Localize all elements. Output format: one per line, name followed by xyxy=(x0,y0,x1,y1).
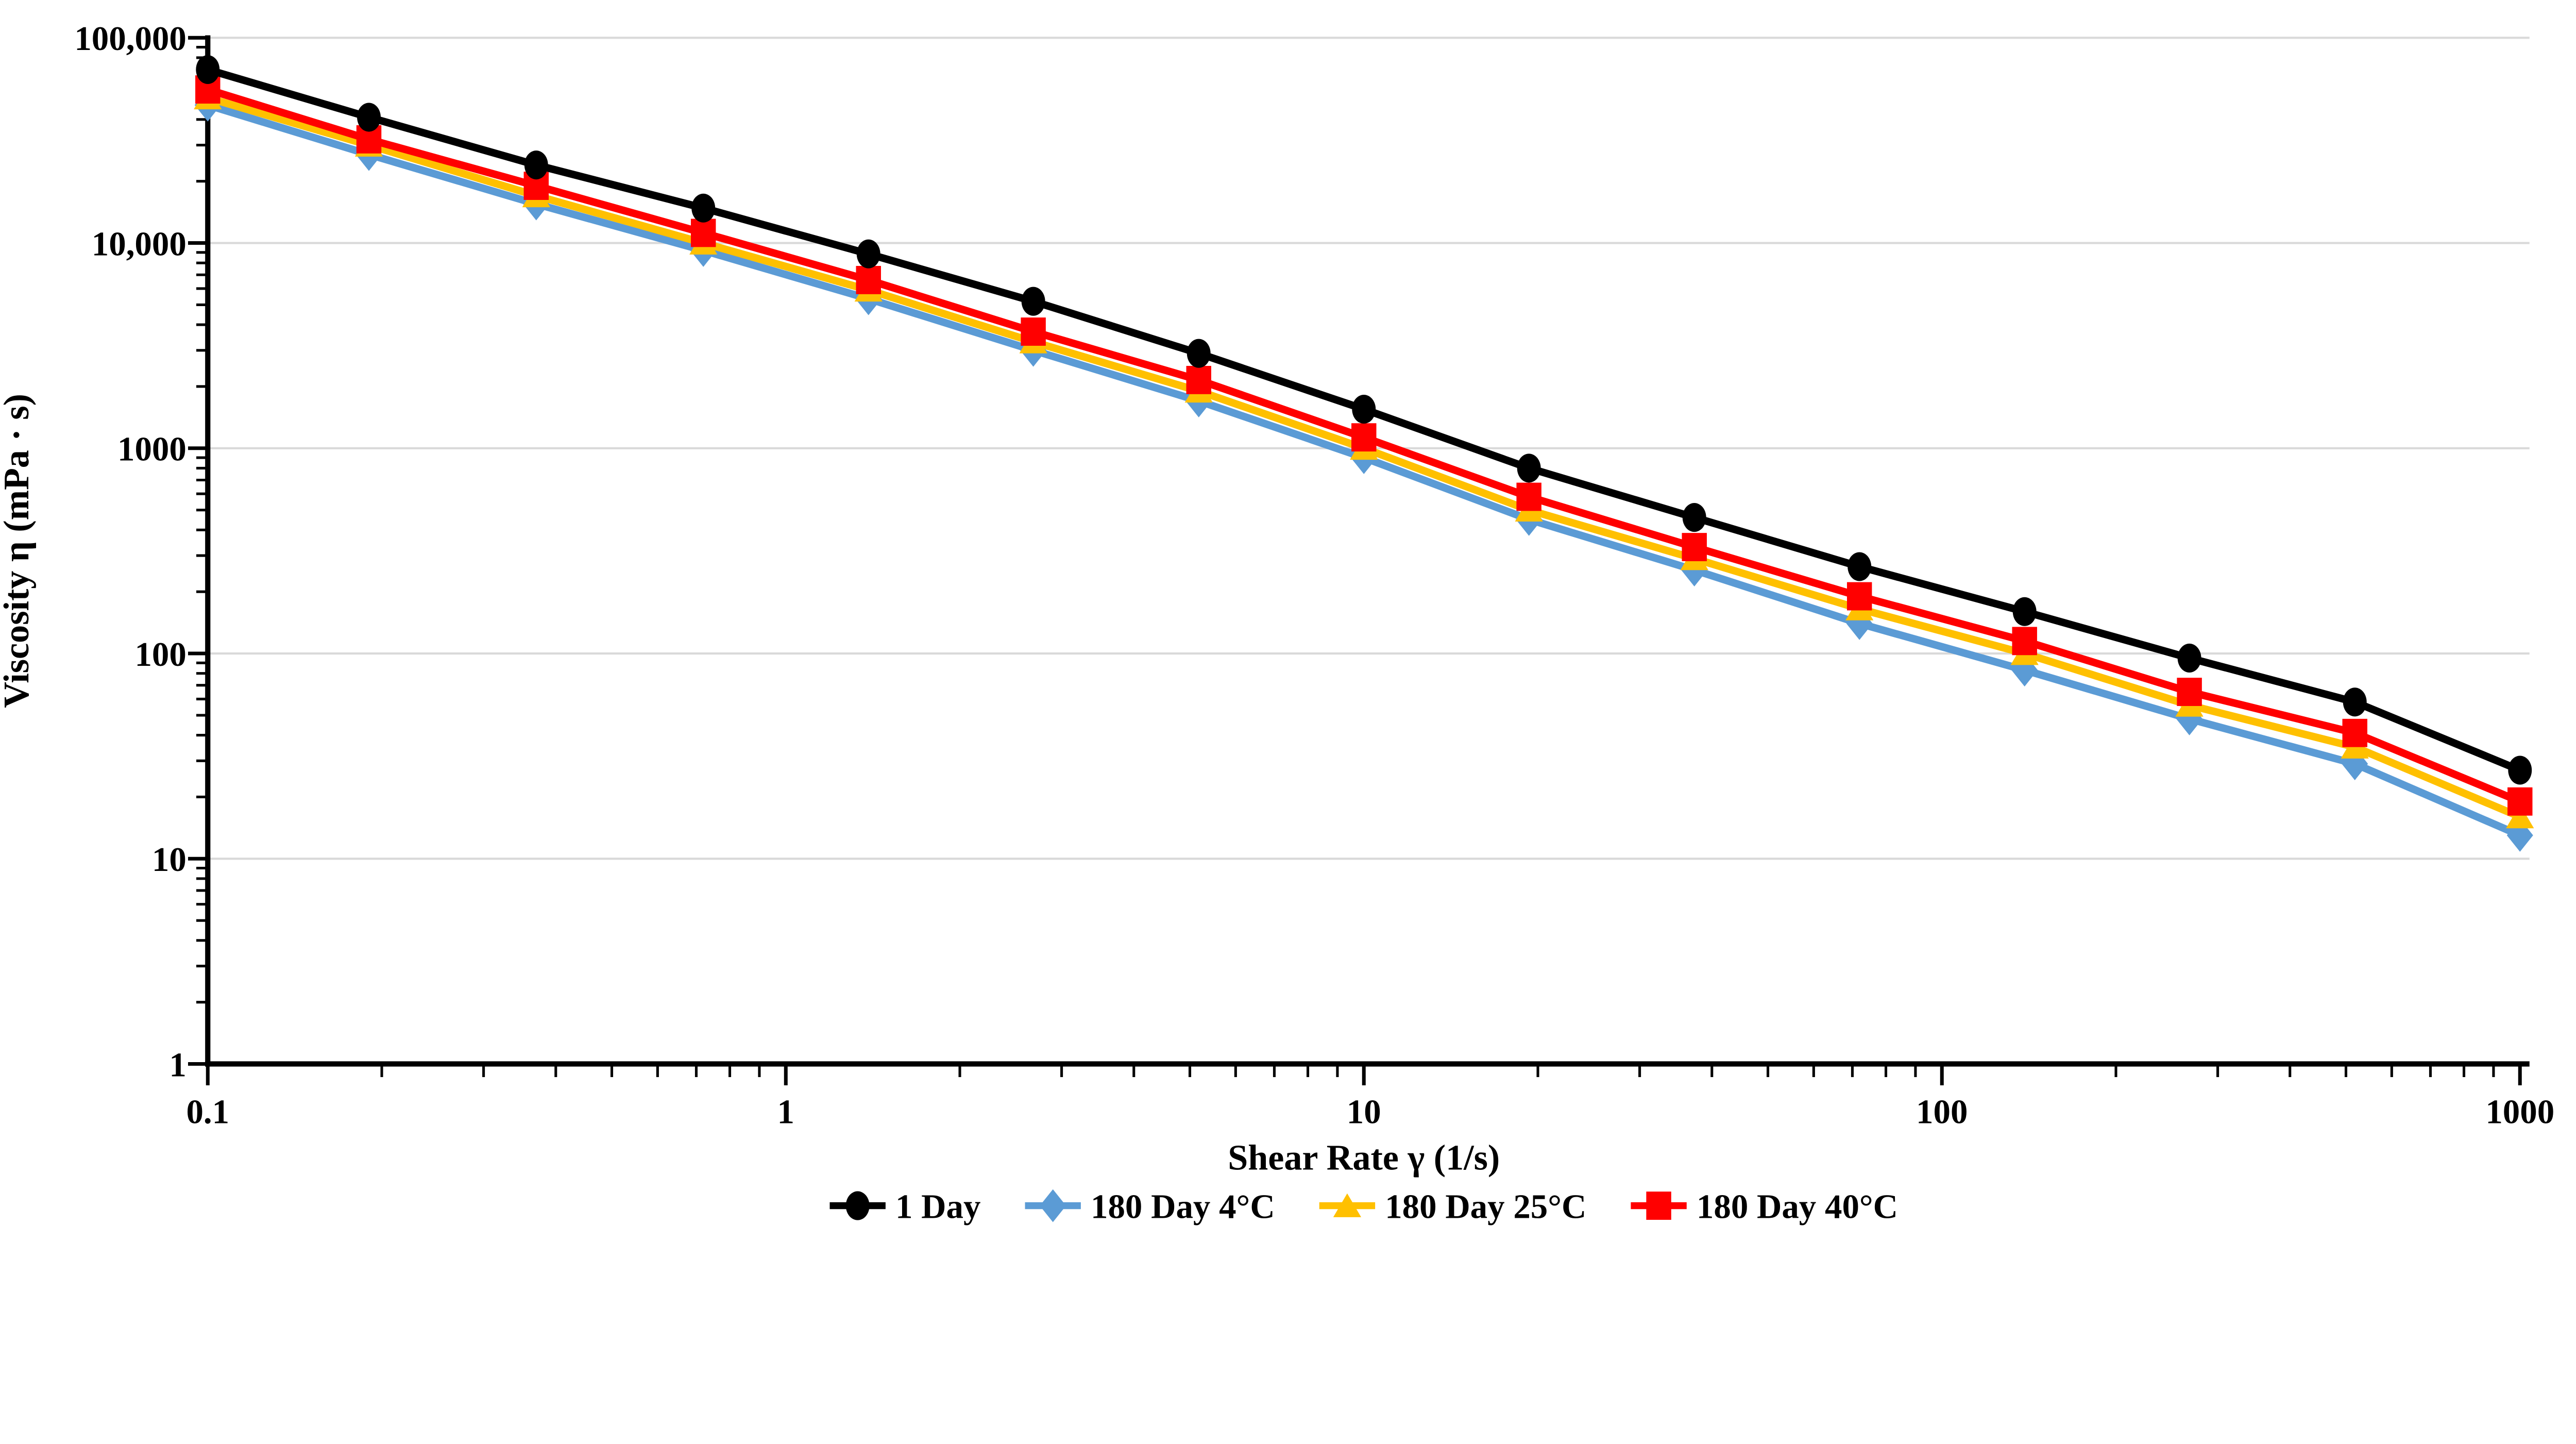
legend-label: 1 Day xyxy=(895,1188,980,1226)
y-tick-label: 10 xyxy=(152,841,187,879)
data-point-marker xyxy=(690,219,716,247)
data-point-marker xyxy=(2507,787,2533,816)
x-tick-label: 1 xyxy=(777,1093,794,1131)
data-point-marker xyxy=(1187,339,1211,368)
legend-item-1-day: 1 Day xyxy=(829,1188,980,1226)
axes-group xyxy=(188,35,2530,1085)
data-point-marker xyxy=(1846,582,1872,611)
x-tick-label: 0.1 xyxy=(186,1093,229,1131)
data-point-marker xyxy=(1516,482,1541,511)
data-point-marker xyxy=(1682,503,1706,532)
x-axis-title: Shear Rate γ (1/s) xyxy=(1228,1138,1500,1178)
data-point-marker xyxy=(524,150,548,180)
data-point-marker xyxy=(1186,365,1211,394)
y-tick-label: 1000 xyxy=(117,430,187,468)
y-tick-label: 100 xyxy=(134,635,186,674)
y-tick-label: 10,000 xyxy=(92,225,187,263)
legend-marker-1-day xyxy=(845,1191,870,1220)
data-point-marker xyxy=(1517,454,1541,483)
x-tick-label: 100 xyxy=(1916,1093,1968,1131)
chart-page: 100,000 10,000 1000 100 10 1 0.1 1 10 100 1000 Shea… xyxy=(0,20,2555,1226)
legend-marker-180-day-40c xyxy=(1646,1191,1671,1220)
legend-item-180-day-25c: 180 Day 25°C xyxy=(1319,1188,1586,1226)
viscosity-vs-shear-rate-chart: 100,000 10,000 1000 100 10 1 0.1 1 10 100 1000 Shea… xyxy=(0,20,2554,1226)
series-1-day xyxy=(196,55,2532,785)
legend-label: 180 Day 25°C xyxy=(1385,1188,1586,1226)
legend-marker-180-day-25c xyxy=(1333,1193,1362,1217)
data-point-marker xyxy=(1351,423,1377,452)
legend-marker-180-day-4c xyxy=(1040,1189,1066,1222)
series-group xyxy=(194,55,2534,852)
data-point-marker xyxy=(2177,643,2201,673)
data-point-marker xyxy=(196,55,220,85)
data-point-marker xyxy=(2342,718,2367,747)
data-point-marker xyxy=(2343,687,2367,717)
series-180-day-40c xyxy=(195,75,2533,816)
legend-item-180-day-40c: 180 Day 40°C xyxy=(1631,1188,1898,1226)
legend-item-180-day-4c: 180 Day 4°C xyxy=(1025,1188,1275,1226)
data-point-marker xyxy=(2508,755,2532,785)
y-tick-label: 1 xyxy=(169,1046,186,1084)
data-point-marker xyxy=(691,193,716,223)
data-point-marker xyxy=(856,239,880,268)
x-tick-label: 1000 xyxy=(2485,1093,2554,1131)
data-point-marker xyxy=(1021,317,1046,346)
data-point-marker xyxy=(1021,287,1045,316)
y-axis-title: Viscosity η (mPa · s) xyxy=(0,394,37,708)
legend: 1 Day 180 Day 4°C 180 Day 25°C 180 Day 40°C xyxy=(829,1188,1898,1226)
data-point-marker xyxy=(1682,533,1707,561)
y-tick-label: 100,000 xyxy=(74,20,187,58)
data-point-marker xyxy=(357,103,381,132)
data-point-marker xyxy=(856,266,881,294)
x-tick-label: 10 xyxy=(1347,1093,1381,1131)
data-point-marker xyxy=(2012,597,2037,626)
data-point-marker xyxy=(1848,552,1872,581)
data-point-marker xyxy=(2506,804,2534,829)
legend-label: 180 Day 40°C xyxy=(1697,1188,1898,1226)
legend-label: 180 Day 4°C xyxy=(1091,1188,1275,1226)
data-point-marker xyxy=(2177,678,2202,706)
data-point-marker xyxy=(2012,627,2037,656)
data-point-marker xyxy=(1352,394,1376,424)
